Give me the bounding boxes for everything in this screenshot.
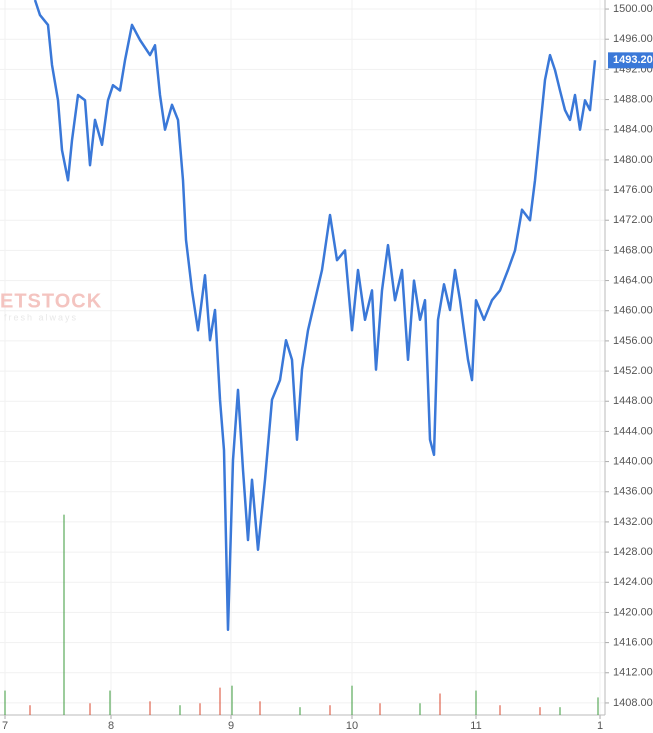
current-price-box <box>608 52 653 69</box>
volume-bar <box>439 693 441 715</box>
y-tick-label: 1496.00 <box>613 33 653 45</box>
volume-bar <box>559 707 561 715</box>
y-tick-label: 1432.00 <box>613 516 653 528</box>
volume-bar <box>499 705 501 715</box>
volume-bar <box>329 705 331 715</box>
watermark: ETSTOCK <box>0 290 102 312</box>
y-tick-label: 1424.00 <box>613 576 653 588</box>
y-tick-label: 1500.00 <box>613 3 653 15</box>
y-tick-label: 1484.00 <box>613 124 653 136</box>
y-tick-label: 1420.00 <box>613 606 653 618</box>
volume-bar <box>475 690 477 715</box>
y-tick-label: 1480.00 <box>613 154 653 166</box>
price-line <box>33 0 597 632</box>
y-tick-label: 1472.00 <box>613 214 653 226</box>
y-tick-label: 1416.00 <box>613 637 653 649</box>
y-tick-label: 1468.00 <box>613 244 653 256</box>
volume-bar <box>179 705 181 715</box>
volume-bar <box>149 701 151 715</box>
current-price-label: 1493.20 <box>613 54 653 66</box>
y-tick-label: 1476.00 <box>613 184 653 196</box>
volume-bar <box>4 690 6 715</box>
y-tick-label: 1488.00 <box>613 93 653 105</box>
volume-bar <box>89 703 91 715</box>
x-tick-label: 9 <box>228 720 234 732</box>
volume-bar <box>109 690 111 715</box>
y-tick-label: 1412.00 <box>613 667 653 679</box>
y-tick-label: 1444.00 <box>613 425 653 437</box>
volume-bar <box>419 703 421 715</box>
watermark-sub: fresh always <box>4 312 78 322</box>
volume-bar <box>351 685 353 715</box>
volume-bar <box>231 685 233 715</box>
volume-bar <box>63 514 65 715</box>
volume-bar <box>539 707 541 715</box>
volume-bar <box>299 707 301 715</box>
volume-bar <box>259 701 261 715</box>
volume-bar <box>597 697 599 715</box>
y-tick-label: 1456.00 <box>613 335 653 347</box>
y-tick-label: 1440.00 <box>613 455 653 467</box>
y-tick-label: 1464.00 <box>613 274 653 286</box>
y-tick-label: 1448.00 <box>613 395 653 407</box>
x-tick-label: 1 <box>597 720 603 732</box>
y-tick-label: 1436.00 <box>613 486 653 498</box>
y-tick-label: 1408.00 <box>613 697 653 709</box>
y-tick-label: 1428.00 <box>613 546 653 558</box>
x-tick-label: 11 <box>470 720 481 732</box>
volume-bar <box>199 703 201 715</box>
x-tick-label: 8 <box>108 720 114 732</box>
x-tick-label: 7 <box>2 720 8 732</box>
volume-bar <box>29 705 31 715</box>
x-tick-label: 10 <box>346 720 358 732</box>
volume-bar <box>379 703 381 715</box>
y-tick-label: 1460.00 <box>613 305 653 317</box>
volume-bar <box>219 687 221 715</box>
y-tick-label: 1452.00 <box>613 365 653 377</box>
